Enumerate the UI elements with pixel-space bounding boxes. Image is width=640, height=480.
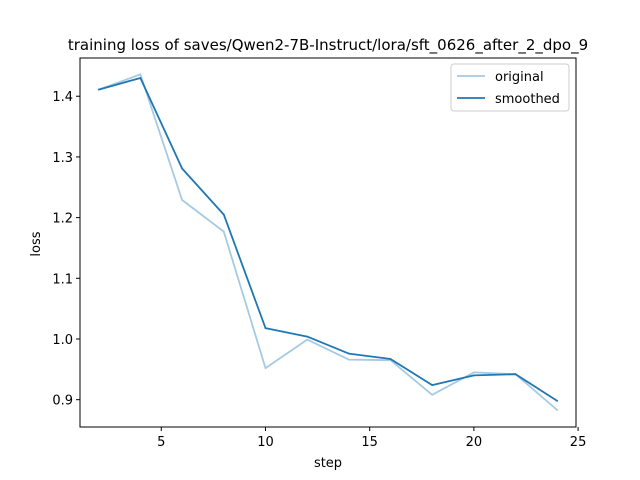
data-point-smoothed-3	[222, 213, 225, 216]
data-point-original-4	[264, 367, 267, 370]
legend: original smoothed	[450, 63, 570, 112]
x-tick-label: 20	[466, 435, 483, 450]
data-point-original-9	[472, 371, 475, 374]
data-point-smoothed-5	[306, 335, 309, 338]
legend-label-original: original	[495, 70, 544, 85]
data-point-smoothed-7	[389, 358, 392, 360]
x-axis-label: step	[314, 456, 342, 471]
axes-layer: 5 10 15 20 25 0.9 1.0 1.1 1.2 1.3 1.4	[52, 57, 587, 450]
data-point-smoothed-0	[97, 88, 100, 91]
data-point-smoothed-8	[431, 384, 434, 387]
x-tick-label: 25	[570, 435, 587, 450]
data-point-smoothed-4	[264, 327, 267, 329]
data-point-original-11	[556, 409, 559, 411]
data-point-smoothed-1	[139, 77, 142, 79]
x-tick-label: 5	[157, 435, 165, 450]
data-point-smoothed-10	[514, 373, 517, 376]
series-line-original	[98, 73, 558, 411]
data-point-original-6	[347, 358, 350, 361]
y-tick-label: 1.4	[52, 90, 73, 105]
chart-title: training loss of saves/Qwen2-7B-Instruct…	[68, 36, 588, 55]
data-point-smoothed-2	[181, 167, 184, 170]
data-point-original-8	[431, 393, 434, 396]
data-point-original-5	[306, 338, 309, 341]
data-point-smoothed-11	[556, 400, 559, 402]
series-line-smoothed	[98, 77, 558, 402]
data-point-original-2	[181, 199, 184, 201]
y-tick-label: 0.9	[52, 394, 73, 409]
legend-label-smoothed: smoothed	[495, 92, 560, 107]
data-point-original-1	[139, 73, 142, 76]
series-layer	[97, 73, 559, 411]
plot-frame	[79, 57, 577, 428]
y-tick-label: 1.3	[52, 151, 73, 166]
y-axis-label: loss	[29, 231, 44, 256]
y-tick-label: 1.2	[52, 212, 73, 227]
y-tick-label: 1.0	[52, 333, 73, 348]
x-tick-label: 15	[361, 435, 378, 450]
data-point-original-3	[222, 230, 225, 233]
x-tick-label: 10	[257, 435, 274, 450]
data-point-smoothed-6	[347, 352, 350, 355]
y-tick-label: 1.1	[52, 272, 73, 287]
data-point-smoothed-9	[472, 374, 475, 377]
